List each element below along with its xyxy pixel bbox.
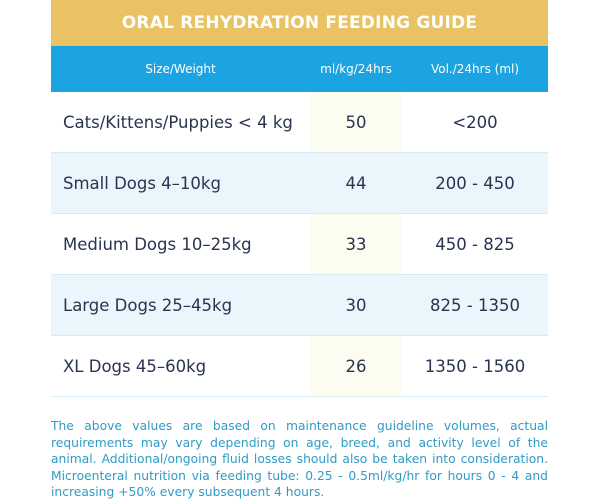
table-title: ORAL REHYDRATION FEEDING GUIDE xyxy=(51,0,548,46)
cell-size: Large Dogs 25–45kg xyxy=(63,295,233,315)
cell-rate: 30 xyxy=(345,295,367,315)
cell-size: Medium Dogs 10–25kg xyxy=(63,234,252,254)
cell-volume: 1350 - 1560 xyxy=(424,356,526,376)
table-header: Size/Weight ml/kg/24hrs Vol./24hrs (ml) xyxy=(51,46,548,92)
cell-size: Small Dogs 4–10kg xyxy=(63,173,221,193)
footnote: The above values are based on maintenanc… xyxy=(51,419,548,499)
table-row: Large Dogs 25–45kg 30 825 - 1350 xyxy=(51,275,548,336)
table-row: XL Dogs 45–60kg 26 1350 - 1560 xyxy=(51,336,548,397)
cell-rate: 26 xyxy=(310,336,402,396)
cell-size: Cats/Kittens/Puppies < 4 kg xyxy=(63,112,293,132)
cell-rate: 33 xyxy=(310,214,402,274)
cell-volume: 825 - 1350 xyxy=(430,295,520,315)
header-size-weight: Size/Weight xyxy=(145,62,216,76)
cell-volume: 200 - 450 xyxy=(435,173,515,193)
cell-size: XL Dogs 45–60kg xyxy=(63,356,207,376)
feeding-guide-table: ORAL REHYDRATION FEEDING GUIDE Size/Weig… xyxy=(51,0,548,397)
cell-rate: 50 xyxy=(310,92,402,152)
table-row: Medium Dogs 10–25kg 33 450 - 825 xyxy=(51,214,548,275)
cell-volume: <200 xyxy=(452,112,498,132)
cell-volume: 450 - 825 xyxy=(435,234,515,254)
header-rate: ml/kg/24hrs xyxy=(320,62,392,76)
header-volume: Vol./24hrs (ml) xyxy=(430,62,520,76)
cell-rate: 44 xyxy=(345,173,367,193)
table-row: Small Dogs 4–10kg 44 200 - 450 xyxy=(51,153,548,214)
table-row: Cats/Kittens/Puppies < 4 kg 50 <200 xyxy=(51,92,548,153)
